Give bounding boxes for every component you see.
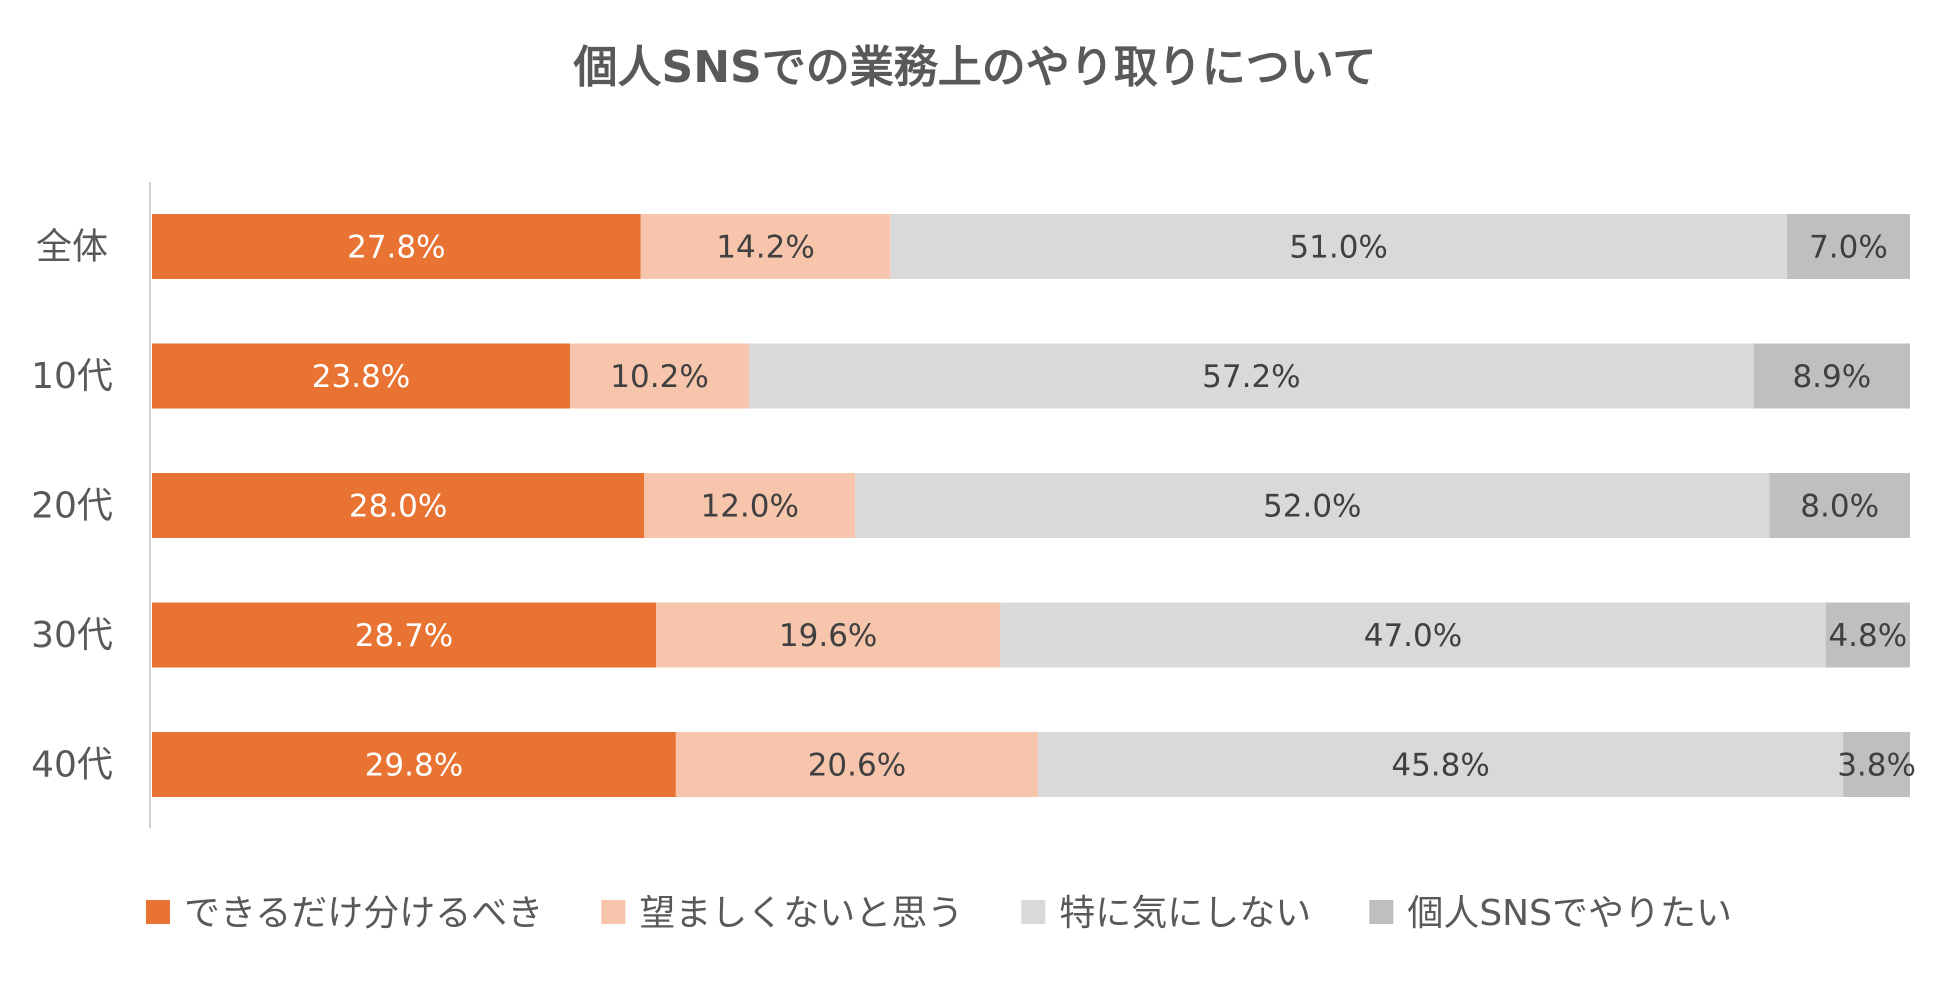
category-label: 30代 — [31, 615, 113, 656]
legend-swatch — [1021, 900, 1046, 924]
data-label: 29.8% — [365, 748, 463, 784]
legend: できるだけ分けるべき 望ましくないと思う 特に気にしない 個人SNSでやりたい — [146, 893, 1732, 934]
bars-layer: 27.8% 14.2% 51.0% 7.0% 23.8% 10.2% 57.2% 8.9% 28… — [152, 214, 1916, 797]
data-label: 14.2% — [716, 230, 814, 266]
bar-segment — [675, 732, 1039, 797]
legend-label: 個人SNSでやりたい — [1407, 893, 1732, 934]
legend-label: 特に気にしない — [1059, 893, 1311, 934]
bar-segment — [749, 343, 1754, 409]
category-labels: 全体 10代 20代 30代 40代 — [31, 227, 113, 786]
bar-segment — [1843, 732, 1910, 797]
bar-segment — [152, 732, 676, 797]
data-label: 4.8% — [1828, 618, 1907, 654]
bar-segment — [1769, 473, 1910, 538]
bar-segment — [569, 343, 750, 409]
data-label: 27.8% — [347, 230, 445, 266]
bar-segment — [640, 214, 891, 279]
data-label: 51.0% — [1289, 230, 1387, 266]
bar-segment — [656, 602, 1001, 668]
bar-segment — [1825, 602, 1910, 668]
data-label: 52.0% — [1263, 489, 1361, 525]
data-label: 3.8% — [1837, 748, 1916, 784]
legend-item: できるだけ分けるべき — [146, 893, 543, 934]
data-label: 12.0% — [700, 489, 798, 525]
data-label: 8.9% — [1792, 359, 1871, 395]
bar-segment — [152, 214, 641, 279]
bar-segment — [1753, 343, 1910, 409]
category-label: 40代 — [31, 745, 113, 786]
chart-title: 個人SNSでの業務上のやり取りについて — [573, 42, 1377, 93]
data-label: 47.0% — [1364, 618, 1462, 654]
bar-segment — [1786, 214, 1910, 279]
legend-item: 特に気にしない — [1021, 893, 1311, 934]
bar-segment — [152, 473, 645, 538]
legend-swatch — [1369, 900, 1394, 924]
data-label: 28.0% — [349, 489, 447, 525]
bar-segment — [644, 473, 856, 538]
data-label: 19.6% — [779, 618, 877, 654]
bar-segment — [890, 214, 1787, 279]
legend-swatch — [601, 900, 626, 924]
legend-label: できるだけ分けるべき — [184, 893, 543, 934]
bar-segment — [152, 343, 570, 409]
bar-segment — [1038, 732, 1844, 797]
data-label: 20.6% — [808, 748, 906, 784]
legend-item: 望ましくないと思う — [601, 893, 963, 934]
bar-segment — [1000, 602, 1826, 668]
category-label: 10代 — [31, 356, 113, 397]
data-label: 23.8% — [312, 359, 410, 395]
bar-segment — [855, 473, 1770, 538]
bar-segment — [152, 602, 657, 668]
legend-swatch — [146, 900, 170, 924]
data-label: 7.0% — [1809, 230, 1888, 266]
category-label: 20代 — [31, 486, 113, 527]
data-label: 8.0% — [1800, 489, 1879, 525]
category-label: 全体 — [36, 227, 108, 268]
data-label: 10.2% — [610, 359, 708, 395]
data-label: 45.8% — [1391, 748, 1489, 784]
data-label: 28.7% — [355, 618, 453, 654]
data-label: 57.2% — [1202, 359, 1300, 395]
legend-item: 個人SNSでやりたい — [1369, 893, 1732, 934]
legend-label: 望ましくないと思う — [639, 893, 963, 934]
